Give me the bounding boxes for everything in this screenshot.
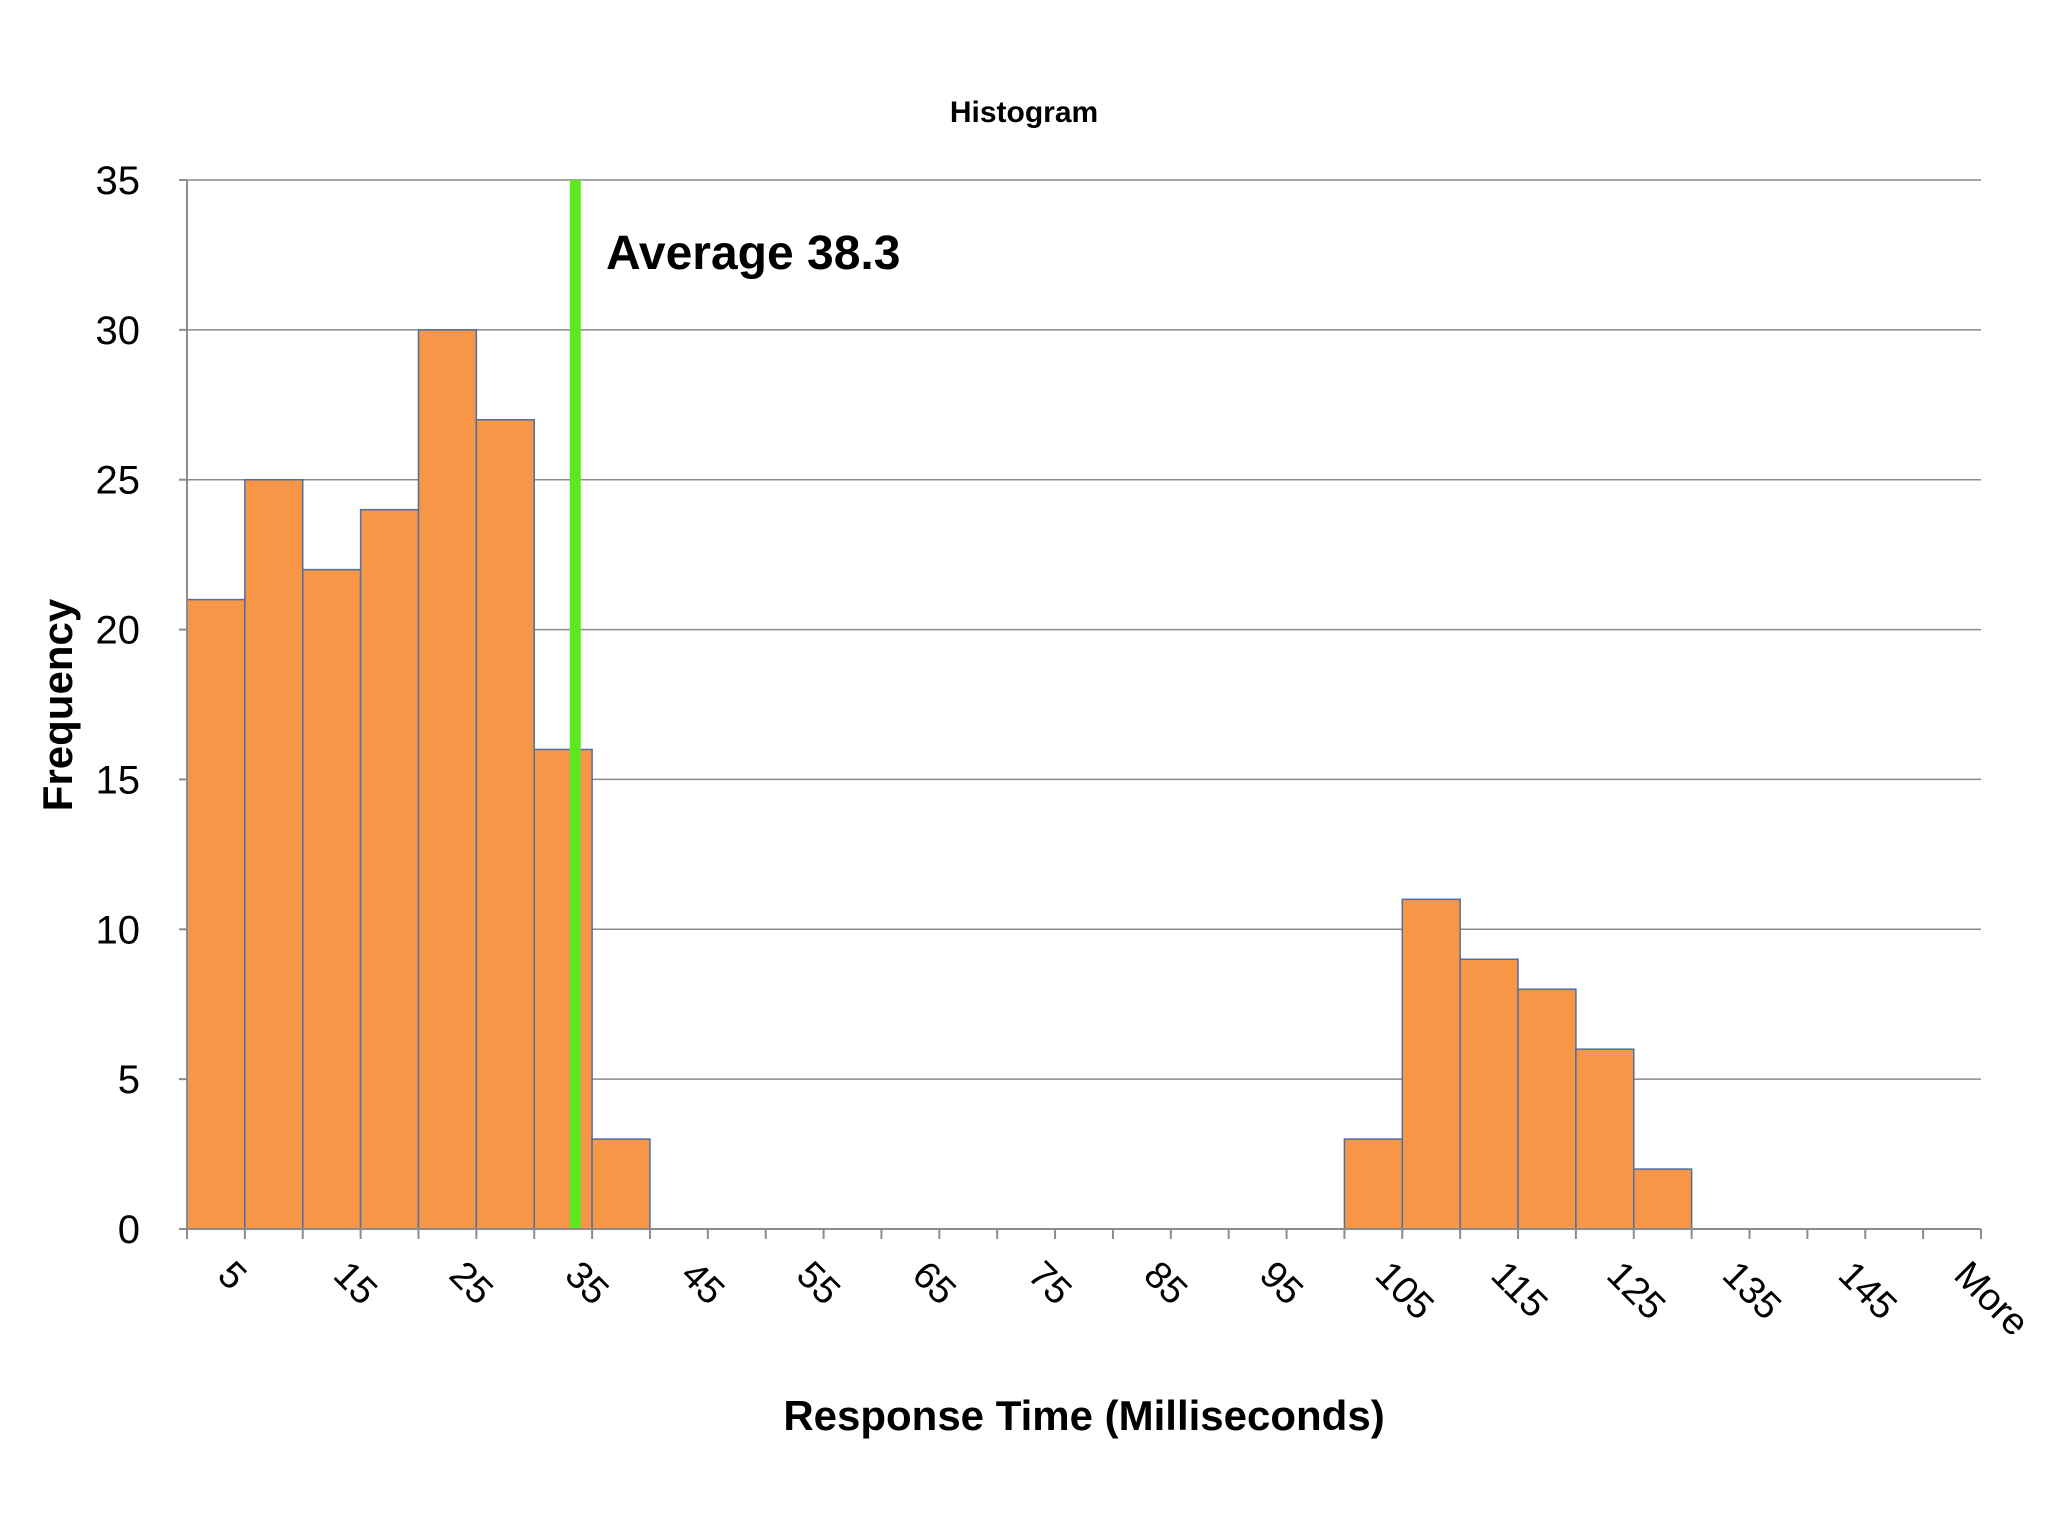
x-tick-label-25: 25	[441, 1254, 501, 1314]
y-tick-label-0: 0	[118, 1208, 140, 1252]
bar-115-120	[1517, 988, 1577, 1230]
x-tick-label-85: 85	[1136, 1254, 1196, 1314]
y-axis-label: Frequency	[34, 598, 81, 811]
x-tick-label-45: 45	[673, 1254, 733, 1314]
y-tick-label-15: 15	[96, 758, 141, 802]
bar-15-20	[359, 508, 420, 1230]
y-tick-label-20: 20	[96, 609, 141, 653]
x-tick-label-145: 145	[1830, 1254, 1905, 1329]
bar-35-40	[591, 1138, 651, 1230]
bar-0-5	[186, 598, 246, 1230]
x-tick-label-15: 15	[325, 1254, 385, 1314]
bar-105-110	[1401, 898, 1461, 1230]
x-tick-label-75: 75	[1020, 1254, 1080, 1314]
y-tick-labels: 0 5 10 15 20 25 30 35	[96, 159, 141, 1252]
x-tick-label-35: 35	[557, 1254, 617, 1314]
bar-30-35	[533, 748, 593, 1230]
y-tick-label-5: 5	[118, 1058, 140, 1102]
bar-100-105	[1343, 1138, 1404, 1230]
axes-layer	[179, 179, 1982, 1239]
bar-110-115	[1459, 958, 1519, 1230]
average-label: Average 38.3	[606, 227, 900, 280]
bars-layer	[186, 329, 1693, 1230]
x-tick-label-5: 5	[210, 1254, 255, 1299]
bar-120-125	[1575, 1048, 1635, 1230]
x-axis-label: Response Time (Milliseconds)	[783, 1392, 1384, 1439]
x-tick-label-105: 105	[1367, 1254, 1442, 1329]
y-tick-label-10: 10	[96, 908, 141, 952]
x-tick-label-115: 115	[1483, 1254, 1556, 1327]
bar-10-15	[301, 568, 362, 1230]
x-tick-label-More: More	[1946, 1254, 2037, 1345]
y-tick-label-25: 25	[96, 459, 141, 503]
x-tick-labels: 5 15 25 35 45 55 65 75 85 95 105 115 125 135 145 More	[210, 1254, 2037, 1345]
y-tick-label-30: 30	[96, 309, 141, 353]
x-tick-label-135: 135	[1714, 1254, 1789, 1329]
y-tick-label-35: 35	[96, 159, 141, 203]
x-tick-label-95: 95	[1251, 1254, 1311, 1314]
x-tick-label-125: 125	[1598, 1254, 1673, 1329]
bar-125-130	[1633, 1168, 1693, 1230]
x-tick-label-55: 55	[788, 1254, 848, 1314]
bar-25-30	[475, 419, 535, 1230]
bar-5-10	[244, 478, 304, 1230]
x-tick-label-65: 65	[904, 1254, 964, 1314]
chart-title: Histogram	[950, 96, 1098, 129]
bar-20-25	[417, 329, 478, 1230]
